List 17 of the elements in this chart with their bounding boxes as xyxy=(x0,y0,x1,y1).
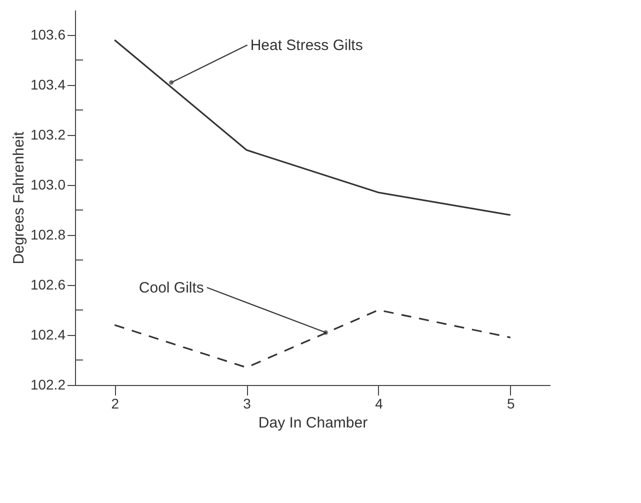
x-axis-title: Day In Chamber xyxy=(258,414,368,432)
y-tick-label: 102.6 xyxy=(30,276,66,292)
annotation: Heat Stress Gilts xyxy=(250,37,363,54)
line-series xyxy=(114,39,512,216)
x-tick-label: 4 xyxy=(375,396,384,412)
x-tick-label: 5 xyxy=(507,396,516,412)
y-tick-label: 102.2 xyxy=(30,376,66,392)
x-tick-label: 2 xyxy=(111,396,120,412)
x-tick-label: 3 xyxy=(243,396,252,412)
y-axis-title: Degrees Fahrenheit xyxy=(10,130,28,264)
y-tick-label: 103.4 xyxy=(30,76,66,92)
y-tick-label: 103.2 xyxy=(30,126,66,142)
y-tick-label: 102.8 xyxy=(30,226,66,242)
y-tick-label: 103.0 xyxy=(30,176,66,192)
annotation: Cool Gilts xyxy=(138,280,204,296)
y-tick-label: 103.6 xyxy=(30,26,66,42)
y-tick-label: 102.4 xyxy=(30,326,66,342)
